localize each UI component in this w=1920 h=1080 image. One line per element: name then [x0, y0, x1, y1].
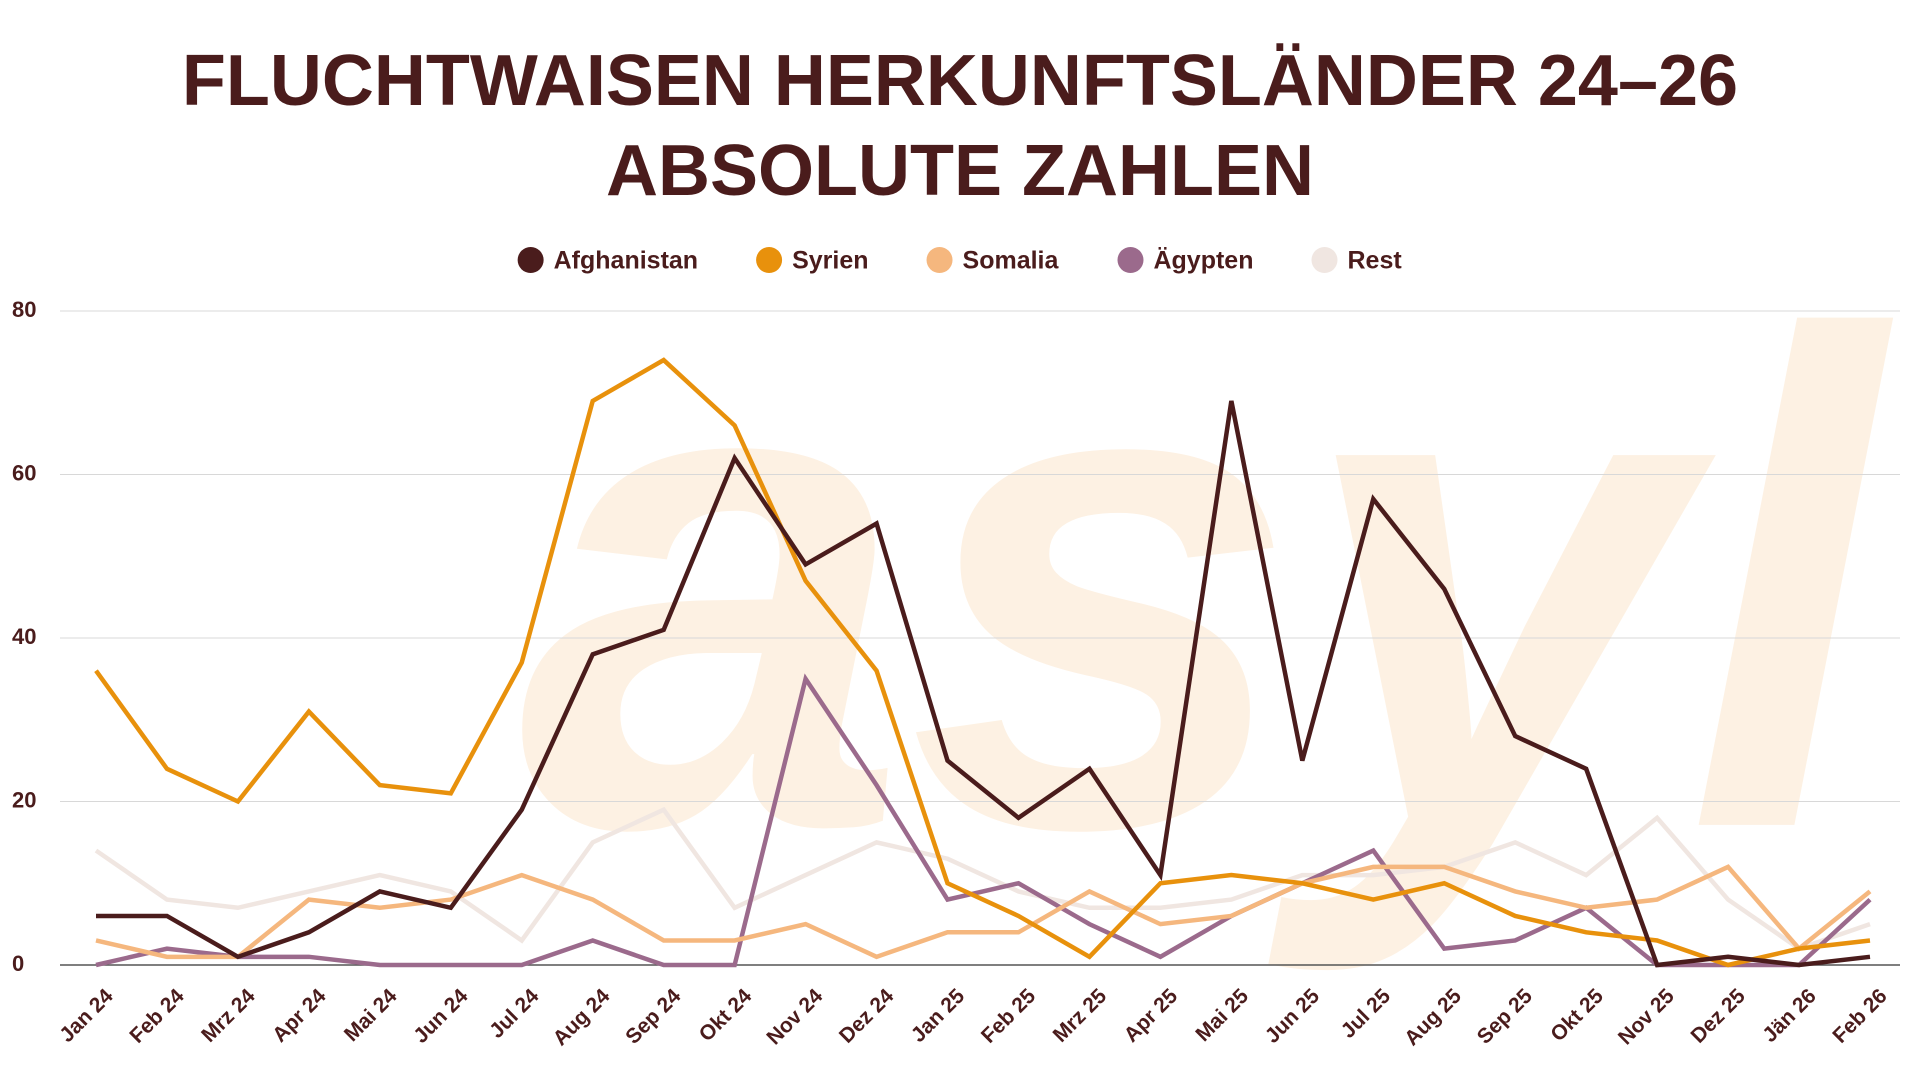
x-tick-label: Mai 24 — [340, 984, 402, 1046]
legend-label: Syrien — [792, 247, 868, 275]
series-line — [95, 673, 1872, 968]
legend-label: Rest — [1347, 247, 1402, 275]
series-line — [96, 400, 1871, 968]
x-tick-label: Nov 25 — [1614, 984, 1679, 1049]
x-tick-label: Dez 25 — [1686, 984, 1750, 1048]
legend-marker — [1311, 247, 1338, 273]
x-tick-label: Aug 24 — [549, 984, 615, 1050]
x-tick-label: Mrz 24 — [197, 984, 260, 1047]
series-line — [94, 357, 1871, 968]
legend-label: Afghanistan — [554, 247, 698, 275]
x-tick-label: Jun 24 — [409, 984, 473, 1048]
x-tick-label: Feb 26 — [1828, 984, 1891, 1047]
y-tick-label: 60 — [12, 460, 36, 485]
watermark: asyl — [519, 192, 1895, 978]
x-tick-label: Mai 25 — [1191, 984, 1253, 1046]
chart-title: FLUCHTWAISEN HERKUNFTSLÄNDER 24–26 — [182, 41, 1738, 121]
y-tick-label: 40 — [12, 624, 36, 649]
legend-label: Ägypten — [1153, 247, 1253, 275]
x-tick-label: Apr 24 — [268, 984, 331, 1047]
y-tick-label: 0 — [12, 951, 24, 976]
x-tick-label: Dez 24 — [835, 984, 899, 1048]
legend-label: Somalia — [963, 247, 1060, 275]
x-tick-label: Jan 24 — [55, 984, 118, 1047]
legend-marker — [756, 247, 783, 273]
y-tick-label: 80 — [12, 297, 36, 322]
x-tick-label: Nov 24 — [762, 984, 827, 1049]
x-tick-label: Jul 24 — [485, 984, 544, 1043]
x-tick-label: Aug 25 — [1400, 984, 1466, 1050]
y-tick-label: 20 — [12, 787, 36, 812]
chart-subtitle: ABSOLUTE ZAHLEN — [606, 131, 1314, 211]
x-tick-label: Feb 25 — [977, 984, 1041, 1048]
x-tick-label: Jän 26 — [1758, 984, 1821, 1047]
x-tick-label: Jan 25 — [907, 984, 970, 1047]
legend-marker — [926, 247, 953, 273]
x-tick-label: Sep 24 — [621, 984, 685, 1048]
legend-marker — [517, 247, 544, 273]
x-tick-label: Okt 25 — [1546, 984, 1608, 1046]
x-tick-label: Jun 25 — [1261, 984, 1325, 1048]
x-tick-label: Feb 24 — [125, 984, 189, 1048]
x-tick-label: Jul 25 — [1337, 984, 1396, 1043]
series-line — [95, 864, 1872, 960]
x-tick-label: Sep 25 — [1473, 984, 1537, 1048]
x-tick-label: Mrz 25 — [1049, 984, 1112, 1047]
series-line — [94, 806, 1871, 952]
x-tick-label: Apr 25 — [1120, 984, 1183, 1047]
legend-marker — [1117, 247, 1144, 273]
x-tick-label: Okt 24 — [695, 984, 757, 1046]
